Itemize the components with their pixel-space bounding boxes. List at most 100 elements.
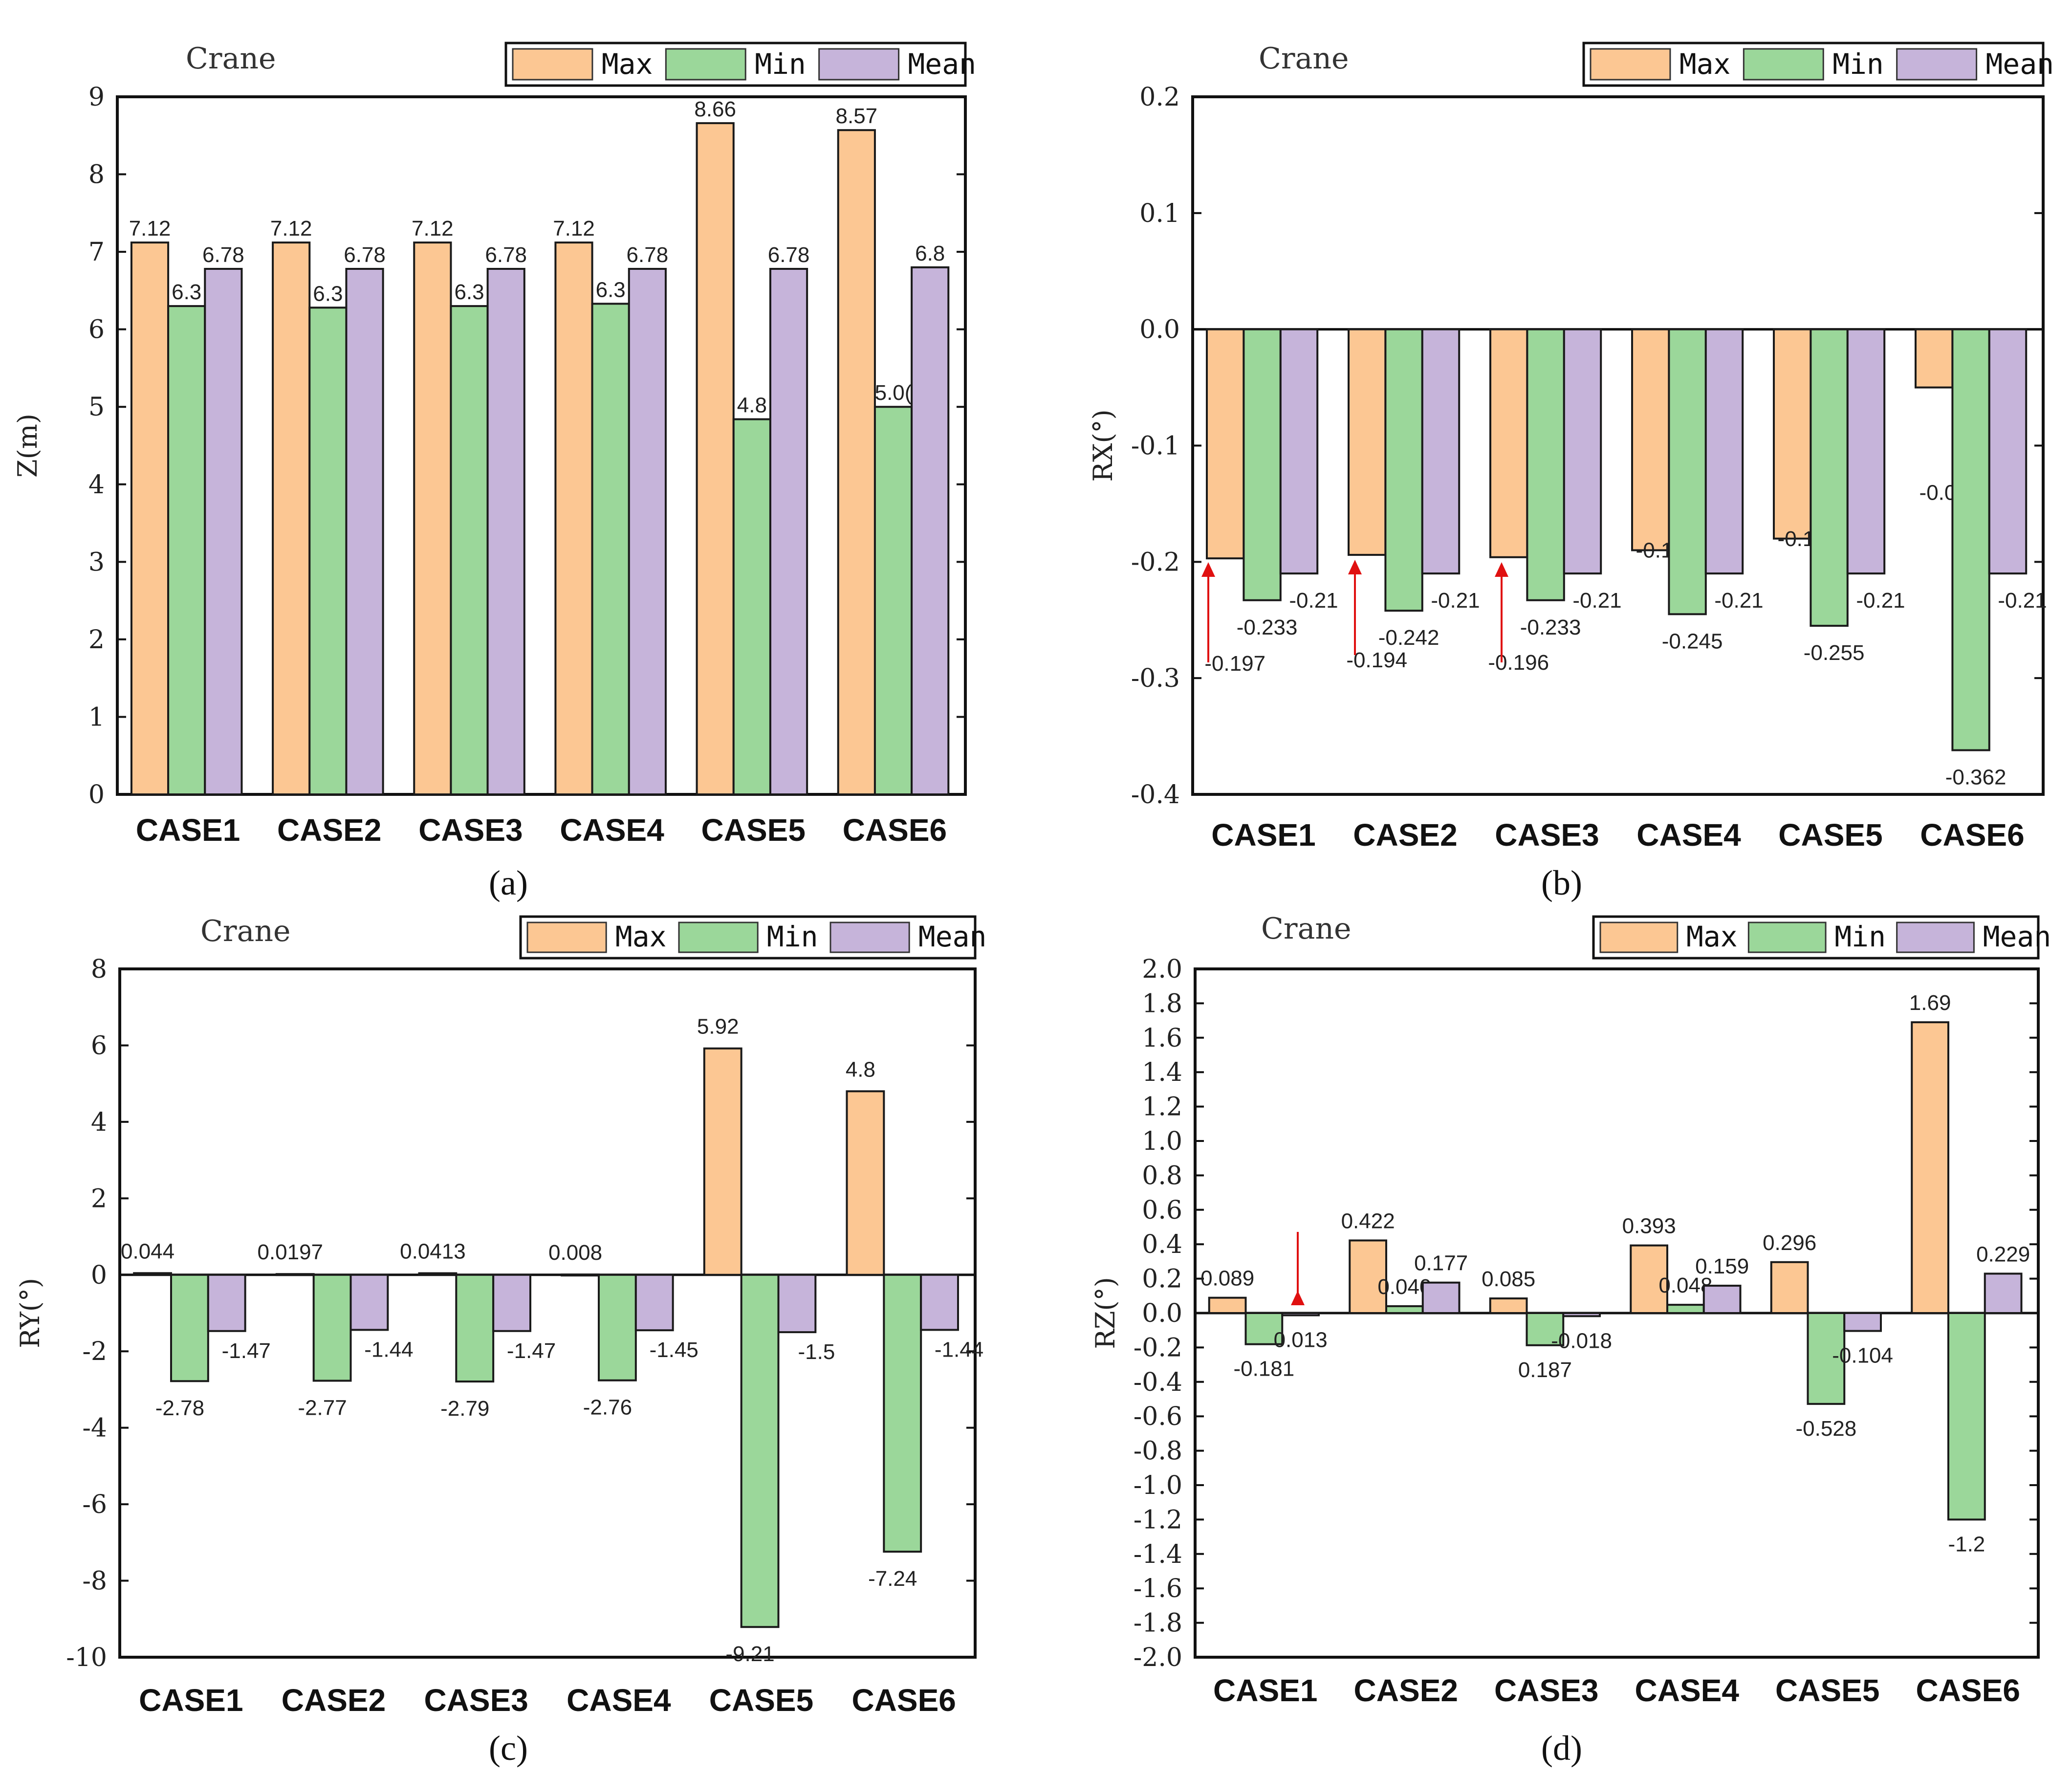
bar-min-case1 — [167, 305, 206, 795]
bar-min-case1 — [1243, 328, 1282, 601]
bar-max-case6 — [846, 1090, 885, 1276]
x-tick-label: CASE3 — [1494, 1673, 1598, 1708]
data-label: 5.0( — [875, 381, 912, 405]
data-label: -0.245 — [1662, 629, 1723, 653]
bar-max-case5 — [703, 1047, 742, 1276]
x-tick-label: CASE2 — [277, 812, 381, 848]
data-label: -1.47 — [222, 1339, 271, 1363]
data-label: -0.233 — [1520, 615, 1581, 639]
bar-mean-case4 — [1704, 328, 1744, 575]
arrow-case3-head — [1495, 562, 1508, 577]
bar-min-case3 — [450, 305, 489, 795]
legend-swatch-min — [1743, 48, 1824, 81]
y-tick-label: -6 — [82, 1490, 107, 1519]
bar-min-case6 — [883, 1273, 922, 1553]
y-tick-label: 0.0 — [1142, 1299, 1182, 1328]
bar-max-case2 — [275, 1273, 315, 1276]
x-tick-label: CASE5 — [1775, 1673, 1879, 1708]
x-tick-label: CASE6 — [1920, 817, 2024, 853]
y-tick-label: -1.2 — [1134, 1505, 1182, 1535]
bar-mean-case6 — [1988, 328, 2028, 575]
data-label: 0.187 — [1518, 1358, 1572, 1382]
y-tick-label: -0.2 — [1134, 1333, 1182, 1362]
y-tick-label: 4 — [91, 1108, 107, 1137]
x-tick-label: CASE4 — [567, 1683, 671, 1718]
x-tick-label: CASE1 — [136, 812, 240, 848]
x-tick-label: CASE3 — [1495, 817, 1599, 853]
data-label: -0.21 — [1289, 589, 1338, 613]
legend-label-mean: Mean — [1985, 47, 2054, 81]
legend-label-max: Max — [615, 920, 667, 953]
legend-swatch-max — [526, 921, 607, 953]
legend-swatch-mean — [1896, 921, 1975, 953]
y-tick-label: 1 — [88, 702, 105, 732]
data-label: -0.104 — [1832, 1344, 1893, 1368]
data-label: 0.044 — [121, 1239, 174, 1263]
data-label: 0.089 — [1200, 1267, 1254, 1291]
x-tick-label: CASE5 — [709, 1683, 813, 1718]
bar-min-case4 — [598, 1273, 637, 1381]
bar-min-case1 — [170, 1273, 209, 1382]
y-tick-label: 4 — [88, 470, 105, 500]
legend-label-min: Min — [1832, 47, 1884, 81]
bar-mean-case3 — [1563, 328, 1602, 575]
bar-mean-case6 — [1984, 1272, 2023, 1315]
chart-panel-a: 0123456789Z(m)7.126.36.78CASE17.126.36.7… — [12, 42, 976, 902]
y-axis-label: RZ(°) — [1090, 1277, 1121, 1349]
data-label: -0.255 — [1804, 641, 1865, 665]
panel-letter: (d) — [1541, 1729, 1582, 1768]
arrow-rz-case1-head — [1291, 1291, 1305, 1305]
bar-min-case4 — [1668, 328, 1707, 615]
data-label: 6.78 — [627, 243, 669, 267]
y-tick-label: 1.8 — [1142, 989, 1182, 1018]
bar-mean-case5 — [1843, 1312, 1882, 1332]
bar-min-case3 — [1526, 1312, 1565, 1346]
bar-max-case6 — [1911, 1021, 1949, 1315]
y-tick-label: 0 — [88, 780, 105, 810]
bar-mean-case4 — [1702, 1285, 1742, 1314]
data-label: -0.21 — [1856, 589, 1905, 613]
data-label: -0.21 — [1998, 589, 2047, 613]
y-tick-label: 8 — [88, 160, 105, 190]
panel-letter: (b) — [1541, 863, 1582, 902]
legend-label-mean: Mean — [1983, 920, 2051, 953]
x-tick-label: CASE5 — [1778, 817, 1882, 853]
data-label: 7.12 — [270, 217, 312, 241]
bar-mean-case3 — [1562, 1312, 1601, 1317]
bar-max-case2 — [272, 241, 311, 795]
bar-max-case4 — [561, 1273, 600, 1277]
data-label: 0.422 — [1341, 1209, 1395, 1233]
data-label: 5.92 — [697, 1015, 739, 1039]
legend-label-max: Max — [1679, 47, 1731, 81]
legend-swatch-max — [512, 48, 593, 81]
x-tick-label: CASE1 — [1213, 1673, 1317, 1708]
bar-mean-case5 — [769, 267, 808, 796]
data-label: 4.8 — [846, 1057, 875, 1081]
bar-max-case1 — [1208, 1296, 1247, 1315]
data-label: 8.57 — [836, 104, 878, 128]
bar-mean-case2 — [345, 267, 384, 796]
bar-min-case5 — [1810, 328, 1849, 627]
y-tick-label: -1.6 — [1134, 1574, 1182, 1603]
data-label: -1.44 — [935, 1337, 983, 1361]
bar-min-case4 — [591, 303, 630, 795]
data-label: -0.21 — [1714, 589, 1763, 613]
y-tick-label: 6 — [88, 315, 105, 345]
y-tick-label: 2 — [91, 1184, 107, 1213]
bar-mean-case2 — [349, 1273, 389, 1331]
bar-min-case3 — [455, 1273, 495, 1383]
data-label: 7.12 — [553, 217, 595, 241]
legend-label-mean: Mean — [908, 47, 976, 81]
plot-area — [116, 95, 967, 796]
y-tick-label: 0.4 — [1142, 1230, 1182, 1259]
legend-label-min: Min — [767, 920, 818, 953]
data-label: 6.3 — [454, 280, 484, 304]
chart-panel-c: -10 -8 -6 -4 -2 0 2 4 6 8 RY(°) 0.044 -2.78 -1.47 CASE… — [15, 914, 986, 1768]
bar-max-case1 — [130, 241, 170, 795]
bar-min-case2 — [308, 307, 348, 795]
bar-min-case5 — [740, 1273, 780, 1628]
y-tick-label: -1.4 — [1134, 1540, 1182, 1569]
data-label: 1.69 — [1909, 991, 1951, 1015]
y-tick-label: -2 — [82, 1337, 107, 1366]
y-tick-label: -4 — [82, 1414, 107, 1443]
